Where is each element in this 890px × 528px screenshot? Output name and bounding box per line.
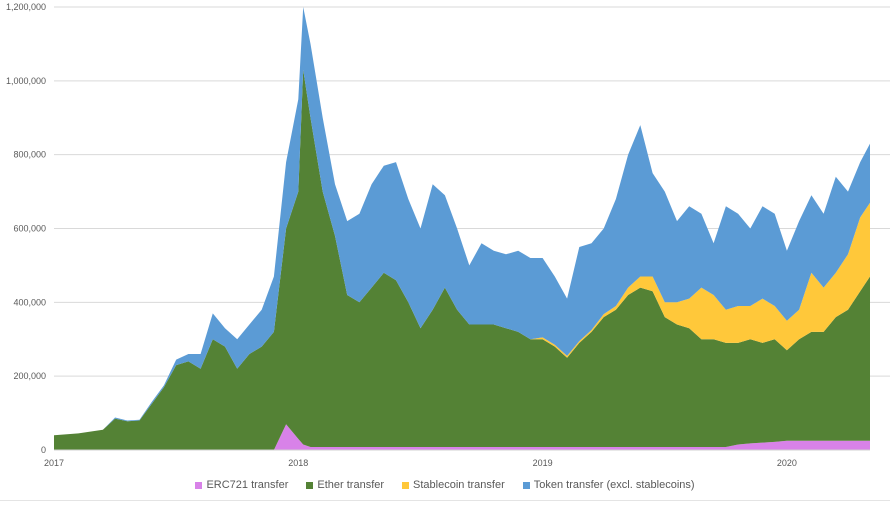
area-ether-transfer bbox=[54, 69, 870, 451]
x-tick-label: 2020 bbox=[777, 458, 797, 468]
y-tick-label: 400,000 bbox=[13, 297, 46, 307]
legend-swatch-icon bbox=[306, 481, 314, 489]
legend-item: Ether transfer bbox=[306, 479, 384, 491]
legend-swatch-icon bbox=[402, 481, 410, 489]
legend-label: Ether transfer bbox=[317, 479, 385, 491]
x-tick-label: 2019 bbox=[533, 458, 553, 468]
legend-item: Stablecoin transfer bbox=[402, 479, 505, 491]
legend: ERC721 transfer Ether transfer Stablecoin … bbox=[0, 479, 890, 491]
x-tick-label: 2017 bbox=[44, 458, 64, 468]
y-tick-label: 800,000 bbox=[13, 150, 46, 160]
legend-label: Token transfer (excl. stablecoins) bbox=[533, 479, 695, 491]
y-tick-label: 0 bbox=[41, 445, 46, 455]
legend-label: ERC721 transfer bbox=[206, 479, 289, 491]
legend-swatch-icon bbox=[195, 481, 203, 489]
y-tick-label: 1,200,000 bbox=[6, 2, 46, 12]
area-erc721-transfer bbox=[54, 424, 870, 450]
area-token-transfer-excl-stablecoins bbox=[54, 7, 870, 436]
y-tick-label: 1,000,000 bbox=[6, 76, 46, 86]
legend-label: Stablecoin transfer bbox=[413, 479, 505, 491]
legend-item: ERC721 transfer bbox=[195, 479, 288, 491]
y-tick-label: 600,000 bbox=[13, 224, 46, 234]
area-layers bbox=[54, 7, 870, 451]
legend-swatch-icon bbox=[522, 481, 530, 489]
y-axis-ticks: 0 200,000 400,000 600,000 800,000 1,000,000 1,… bbox=[6, 2, 46, 455]
x-tick-label: 2018 bbox=[288, 458, 308, 468]
divider bbox=[0, 500, 890, 501]
legend-item: Token transfer (excl. stablecoins) bbox=[522, 479, 695, 491]
y-tick-label: 200,000 bbox=[13, 371, 46, 381]
x-axis-ticks: 2017 2018 2019 2020 bbox=[44, 458, 797, 468]
